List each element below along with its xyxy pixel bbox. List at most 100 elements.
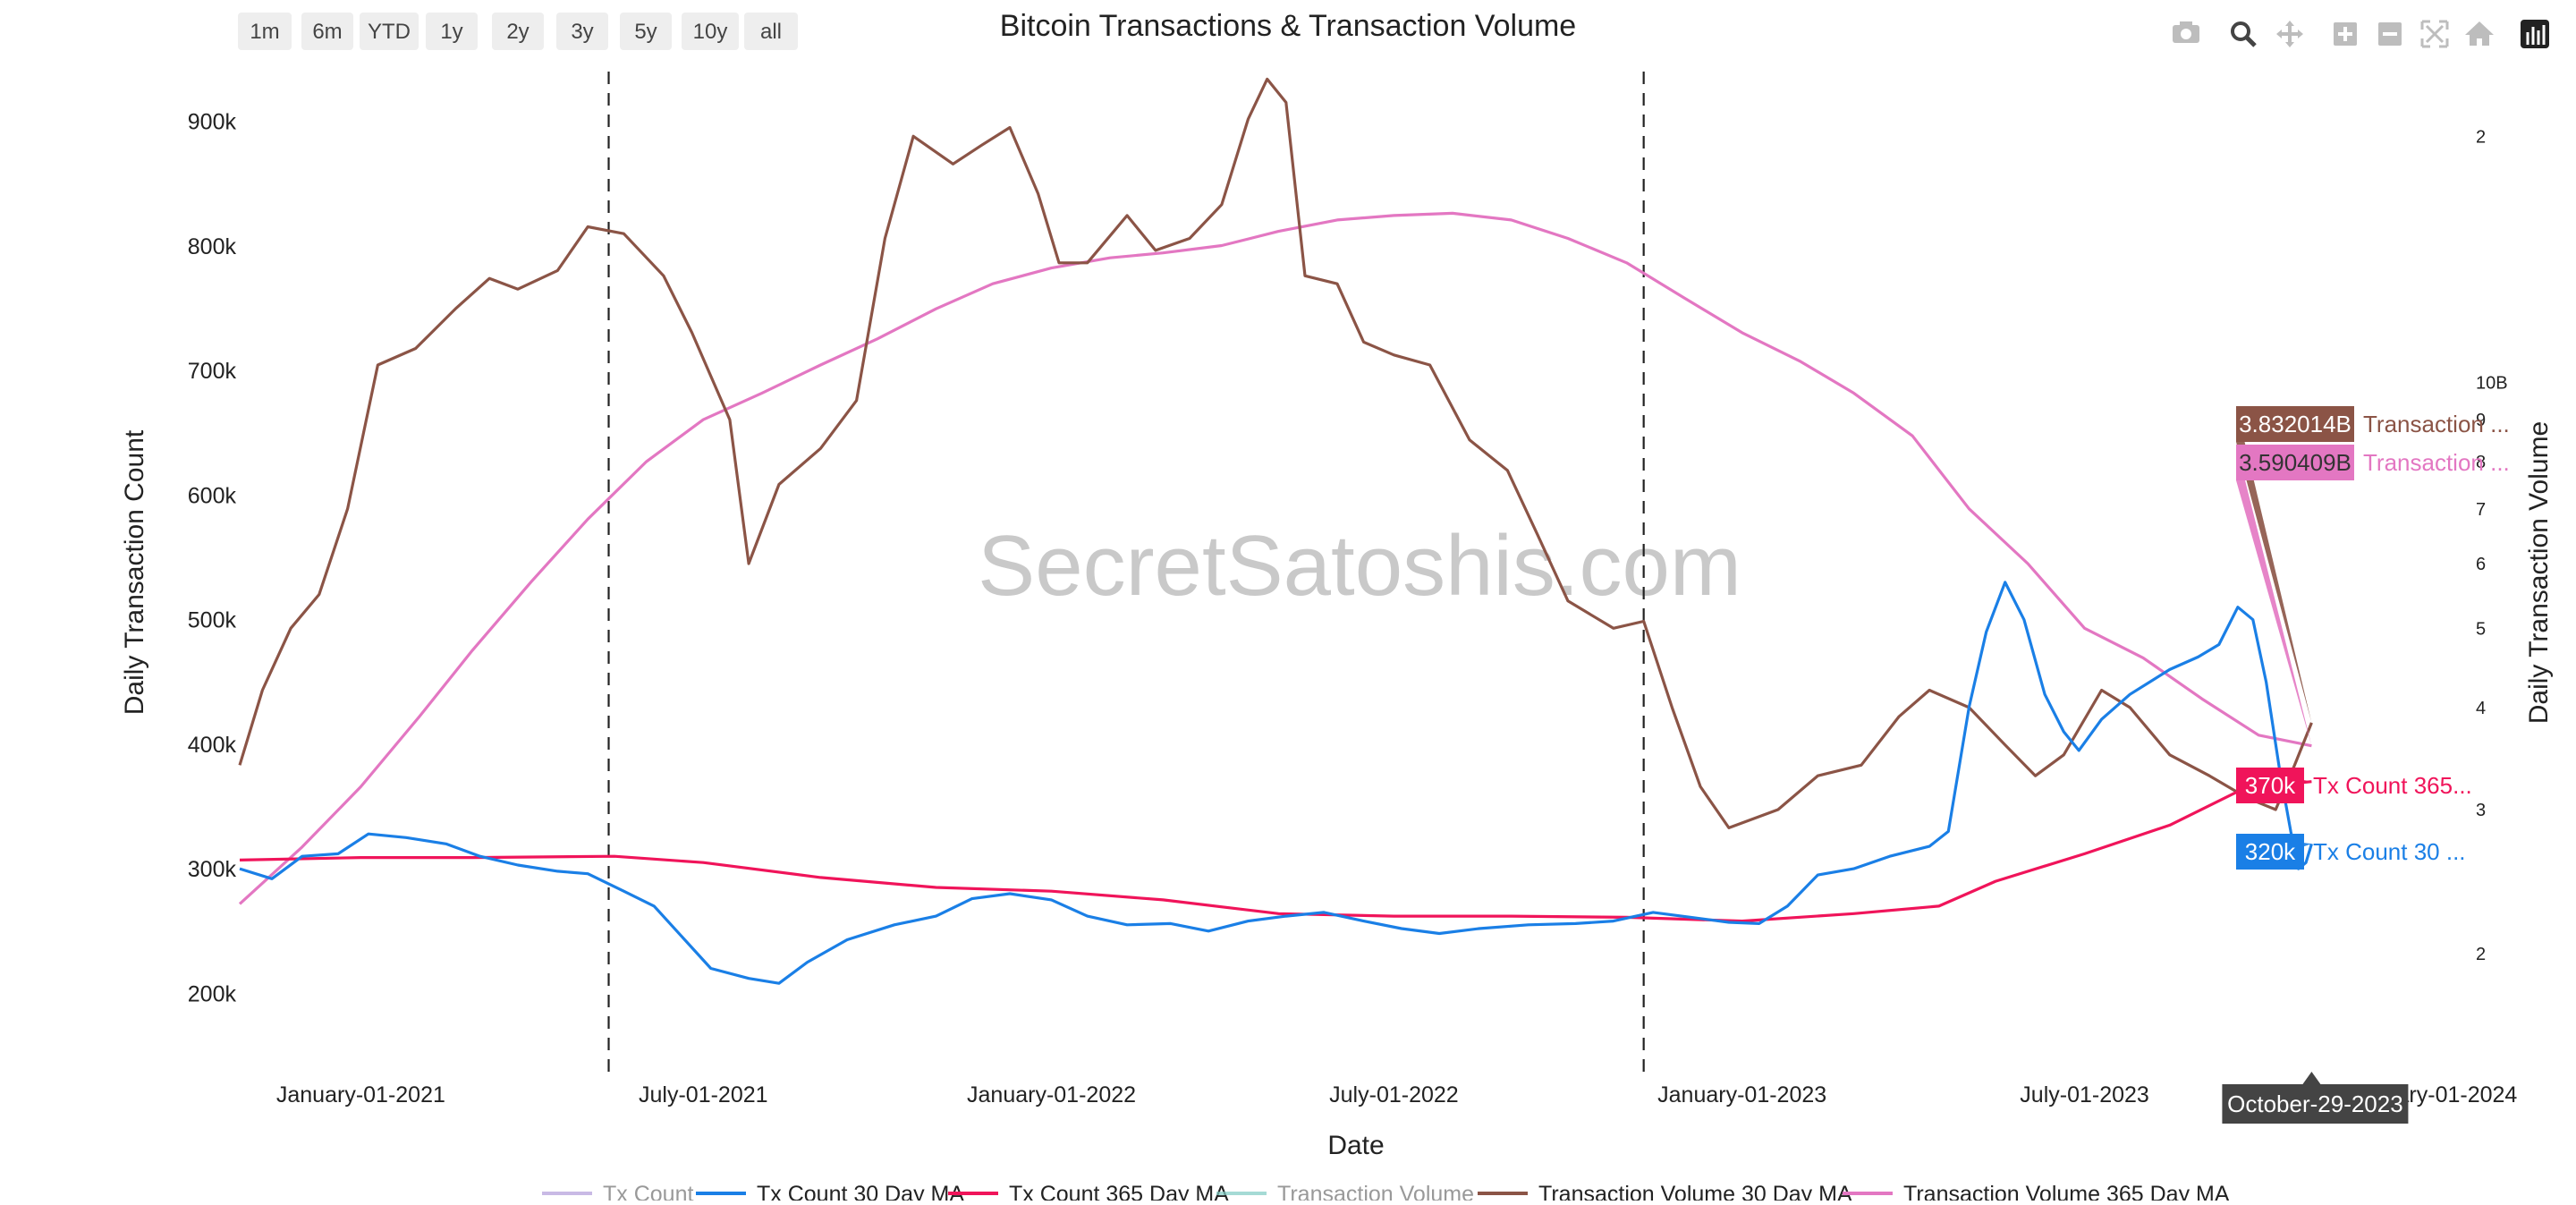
end-label-transaction-volume-365-day-ma: 3.590409B Transaction ...	[2236, 445, 2510, 746]
range-button-label: 3y	[571, 20, 593, 44]
zoom-icon[interactable]	[2231, 21, 2257, 47]
legend-item-tx-count-30-day-ma[interactable]: Tx Count 30 Day MA	[696, 1182, 964, 1205]
x-tick-label: January-01-2021	[276, 1082, 445, 1107]
range-button-bg	[744, 13, 798, 50]
y-right-tick-label: 2	[2476, 127, 2486, 147]
end-label-tx-count-30-day-ma: 320k Tx Count 30 ...	[2236, 834, 2466, 870]
x-tick-label: January-01-2022	[967, 1082, 1136, 1107]
reset-axes-icon[interactable]	[2465, 21, 2494, 46]
zoom-in-icon[interactable]	[2334, 22, 2357, 46]
legend-label: Tx Count 365 Day MA	[1009, 1182, 1229, 1201]
end-label-box	[2236, 834, 2304, 870]
y-left-axis-title: Daily Transaction Count	[120, 429, 149, 715]
end-label-name: Tx Count 30 ...	[2313, 838, 2466, 865]
y-right-tick-label: 5	[2476, 619, 2486, 639]
hover-date-text: October-29-2023	[2227, 1090, 2403, 1117]
range-button-5y[interactable]: 5y	[620, 13, 672, 50]
end-label-name: Tx Count 365...	[2313, 772, 2472, 799]
legend-label: Transaction Volume 30 Day MA	[1538, 1182, 1852, 1201]
legend-label: Tx Count	[603, 1182, 693, 1201]
end-label-box	[2236, 406, 2354, 442]
end-label-value: 3.832014B	[2239, 411, 2351, 437]
legend-label: Tx Count 30 Day MA	[757, 1182, 964, 1201]
x-axis-title: Date	[1327, 1131, 1384, 1160]
range-button-label: all	[760, 20, 782, 44]
range-button-label: 1y	[440, 20, 462, 44]
y-right-tick-label: 10B	[2476, 373, 2508, 393]
x-tick-label: January-01-2023	[1657, 1082, 1826, 1107]
y-left-tick-label: 200k	[188, 981, 237, 1006]
legend-item-tx-count[interactable]: Tx Count	[542, 1182, 693, 1205]
range-button-bg	[238, 13, 292, 50]
end-label-value: 3.590409B	[2239, 449, 2351, 476]
y-left-tick-label: 400k	[188, 733, 237, 758]
end-label-transaction-volume-30-day-ma: 3.832014B Transaction ...	[2236, 406, 2510, 723]
range-button-ytd[interactable]: YTD	[360, 13, 419, 50]
end-label-tx-count-365-day-ma: 370k Tx Count 365...	[2236, 768, 2472, 803]
legend-item-transaction-volume-365-day-ma[interactable]: Transaction Volume 365 Day MA	[1843, 1182, 2230, 1205]
end-label-pointer	[2236, 406, 2312, 723]
legend-label: Transaction Volume	[1277, 1182, 1474, 1201]
zoom-out-icon[interactable]	[2378, 22, 2402, 46]
event-lines	[607, 72, 1645, 1073]
x-tick-label: July-01-2021	[639, 1082, 768, 1107]
y-right-tick-label: 7	[2476, 500, 2486, 520]
end-label-name: Transaction ...	[2363, 411, 2510, 437]
y-left-tick-label: 300k	[188, 857, 237, 882]
y-right-tick-label: 2	[2476, 945, 2486, 964]
y-right-axis-title: Daily Transaction Volume	[2524, 421, 2554, 725]
range-button-label: YTD	[368, 20, 411, 44]
modebar	[2173, 20, 2549, 48]
range-button-6m[interactable]: 6m	[301, 13, 353, 50]
range-button-label: 1m	[250, 20, 279, 44]
range-button-bg	[301, 13, 353, 50]
x-tick-label: July-01-2022	[1329, 1082, 1459, 1107]
series-line-transaction-volume-365-day-ma	[238, 211, 2312, 905]
series-line-tx-count-30-day-ma	[239, 581, 2313, 985]
y-right-tick-label: 8	[2476, 453, 2486, 472]
y-right-tick-label: 6	[2476, 555, 2486, 574]
range-button-bg	[682, 13, 739, 50]
axes-layer: 200k 300k 400k 500k 600k 700k 800k 900k 2 3 4 5 6 7 8 9…	[120, 9, 2554, 1160]
range-button-all[interactable]: all	[744, 13, 798, 50]
watermark-layer: SecretSatoshis.com	[978, 518, 1741, 614]
range-button-bg	[360, 13, 419, 50]
camera-icon[interactable]	[2173, 21, 2199, 43]
range-button-label: 10y	[693, 20, 728, 44]
plotly-logo-icon[interactable]	[2521, 20, 2549, 48]
end-label-box	[2236, 768, 2304, 803]
end-label-pointer	[2236, 445, 2312, 746]
autoscale-icon[interactable]	[2420, 20, 2449, 48]
legend-label: Transaction Volume 365 Day MA	[1903, 1182, 2230, 1201]
y-left-tick-label: 800k	[188, 234, 237, 259]
end-label-value: 370k	[2245, 772, 2296, 799]
hover-date-box	[2222, 1084, 2409, 1124]
series-line-transaction-volume-30-day-ma	[238, 77, 2313, 829]
range-button-2y[interactable]: 2y	[492, 13, 544, 50]
range-button-10y[interactable]: 10y	[682, 13, 739, 50]
y-left-tick-label: 600k	[188, 483, 237, 508]
legend-item-transaction-volume-30-day-ma[interactable]: Transaction Volume 30 Day MA	[1478, 1182, 1852, 1205]
end-labels-layer: 3.832014B Transaction ... 3.590409B Transac…	[2222, 406, 2510, 1124]
legend-item-tx-count-365-day-ma[interactable]: Tx Count 365 Day MA	[948, 1182, 1229, 1205]
range-button-bg	[620, 13, 672, 50]
range-button-bg	[426, 13, 478, 50]
legend-item-transaction-volume[interactable]: Transaction Volume	[1216, 1182, 1474, 1205]
range-button-1m[interactable]: 1m	[238, 13, 292, 50]
range-button-label: 6m	[312, 20, 342, 44]
y-right-tick-label: 4	[2476, 699, 2486, 718]
series-line-tx-count-365-day-ma	[239, 780, 2312, 923]
watermark-text: SecretSatoshis.com	[978, 518, 1741, 614]
range-button-bg	[556, 13, 608, 50]
range-button-label: 5y	[634, 20, 657, 44]
chart-title: Bitcoin Transactions & Transaction Volum…	[1000, 9, 1576, 43]
range-button-3y[interactable]: 3y	[556, 13, 608, 50]
ui-layer: 1m 6m YTD 1y 2y 3y 5y 10y all	[238, 13, 2549, 50]
end-label-name: Transaction ...	[2363, 449, 2510, 476]
x-tick-label: July-01-2023	[2020, 1082, 2149, 1107]
end-label-box	[2236, 445, 2354, 480]
range-button-1y[interactable]: 1y	[426, 13, 478, 50]
pan-icon[interactable]	[2276, 21, 2303, 47]
